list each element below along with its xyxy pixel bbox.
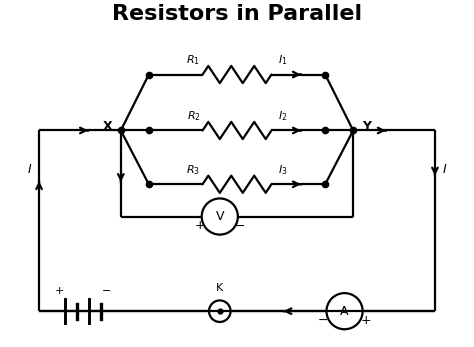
Text: Resistors in Parallel: Resistors in Parallel <box>112 4 362 24</box>
Text: X: X <box>102 120 112 133</box>
Text: $I$: $I$ <box>27 163 32 176</box>
Text: +: + <box>194 219 205 232</box>
Text: Y: Y <box>362 120 371 133</box>
Text: −: − <box>318 314 328 327</box>
Text: $R_2$: $R_2$ <box>187 109 201 123</box>
Text: K: K <box>216 283 223 293</box>
Text: −: − <box>101 286 111 296</box>
Text: $I_3$: $I_3$ <box>278 163 287 177</box>
Text: $I_2$: $I_2$ <box>278 109 287 123</box>
Text: $R_3$: $R_3$ <box>186 163 201 177</box>
Text: $R_1$: $R_1$ <box>186 53 201 67</box>
Text: +: + <box>361 314 372 327</box>
Text: A: A <box>340 305 349 318</box>
Text: +: + <box>55 286 64 296</box>
Text: $I$: $I$ <box>442 163 447 176</box>
Text: V: V <box>216 210 224 223</box>
Text: $I_1$: $I_1$ <box>278 53 287 67</box>
Text: −: − <box>235 219 245 232</box>
